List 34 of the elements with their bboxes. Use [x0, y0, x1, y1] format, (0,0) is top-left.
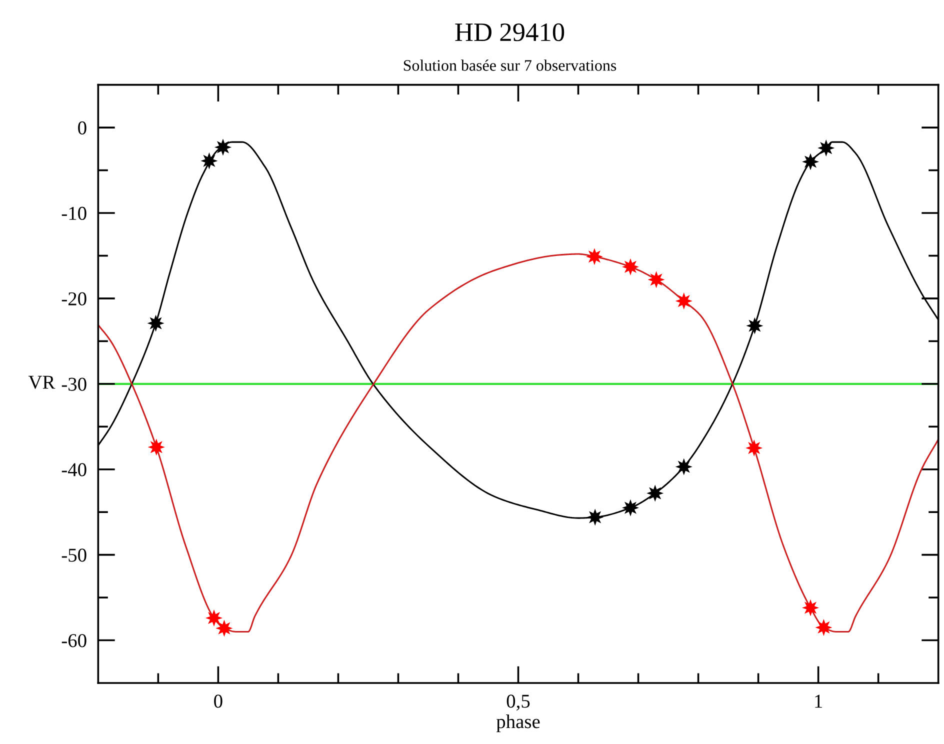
point	[746, 439, 763, 456]
y-tick-label: -50	[62, 548, 86, 562]
y-tick-label: -10	[62, 206, 86, 220]
point	[147, 314, 164, 332]
y-axis-title: VR	[28, 376, 56, 389]
y-tick-label: -20	[62, 292, 86, 306]
x-tick-label: 1	[815, 694, 822, 708]
chart-subtitle: Solution basée sur 7 observations	[404, 60, 616, 71]
point	[214, 138, 232, 156]
point	[802, 599, 820, 616]
point	[148, 438, 165, 456]
x-tick-label: 0	[214, 694, 222, 708]
y-tick-label: -30	[62, 378, 86, 391]
point	[675, 458, 692, 476]
point	[675, 292, 692, 310]
point	[646, 484, 664, 502]
point	[586, 508, 604, 526]
chart-title: HD 29410	[455, 23, 564, 42]
point	[622, 499, 639, 516]
point	[746, 317, 764, 334]
y-tick-label: -40	[62, 463, 86, 476]
point	[622, 258, 639, 276]
y-tick-label: 0	[78, 121, 86, 134]
point	[818, 140, 835, 157]
x-tick-label: 0,5	[506, 694, 530, 711]
point	[815, 618, 832, 636]
point	[205, 610, 223, 627]
point	[216, 620, 233, 637]
y-tick-label: -60	[62, 634, 86, 648]
x-axis-title: phase	[496, 714, 540, 732]
point	[200, 152, 218, 170]
point	[648, 271, 665, 288]
point	[802, 153, 820, 170]
point	[586, 248, 603, 266]
